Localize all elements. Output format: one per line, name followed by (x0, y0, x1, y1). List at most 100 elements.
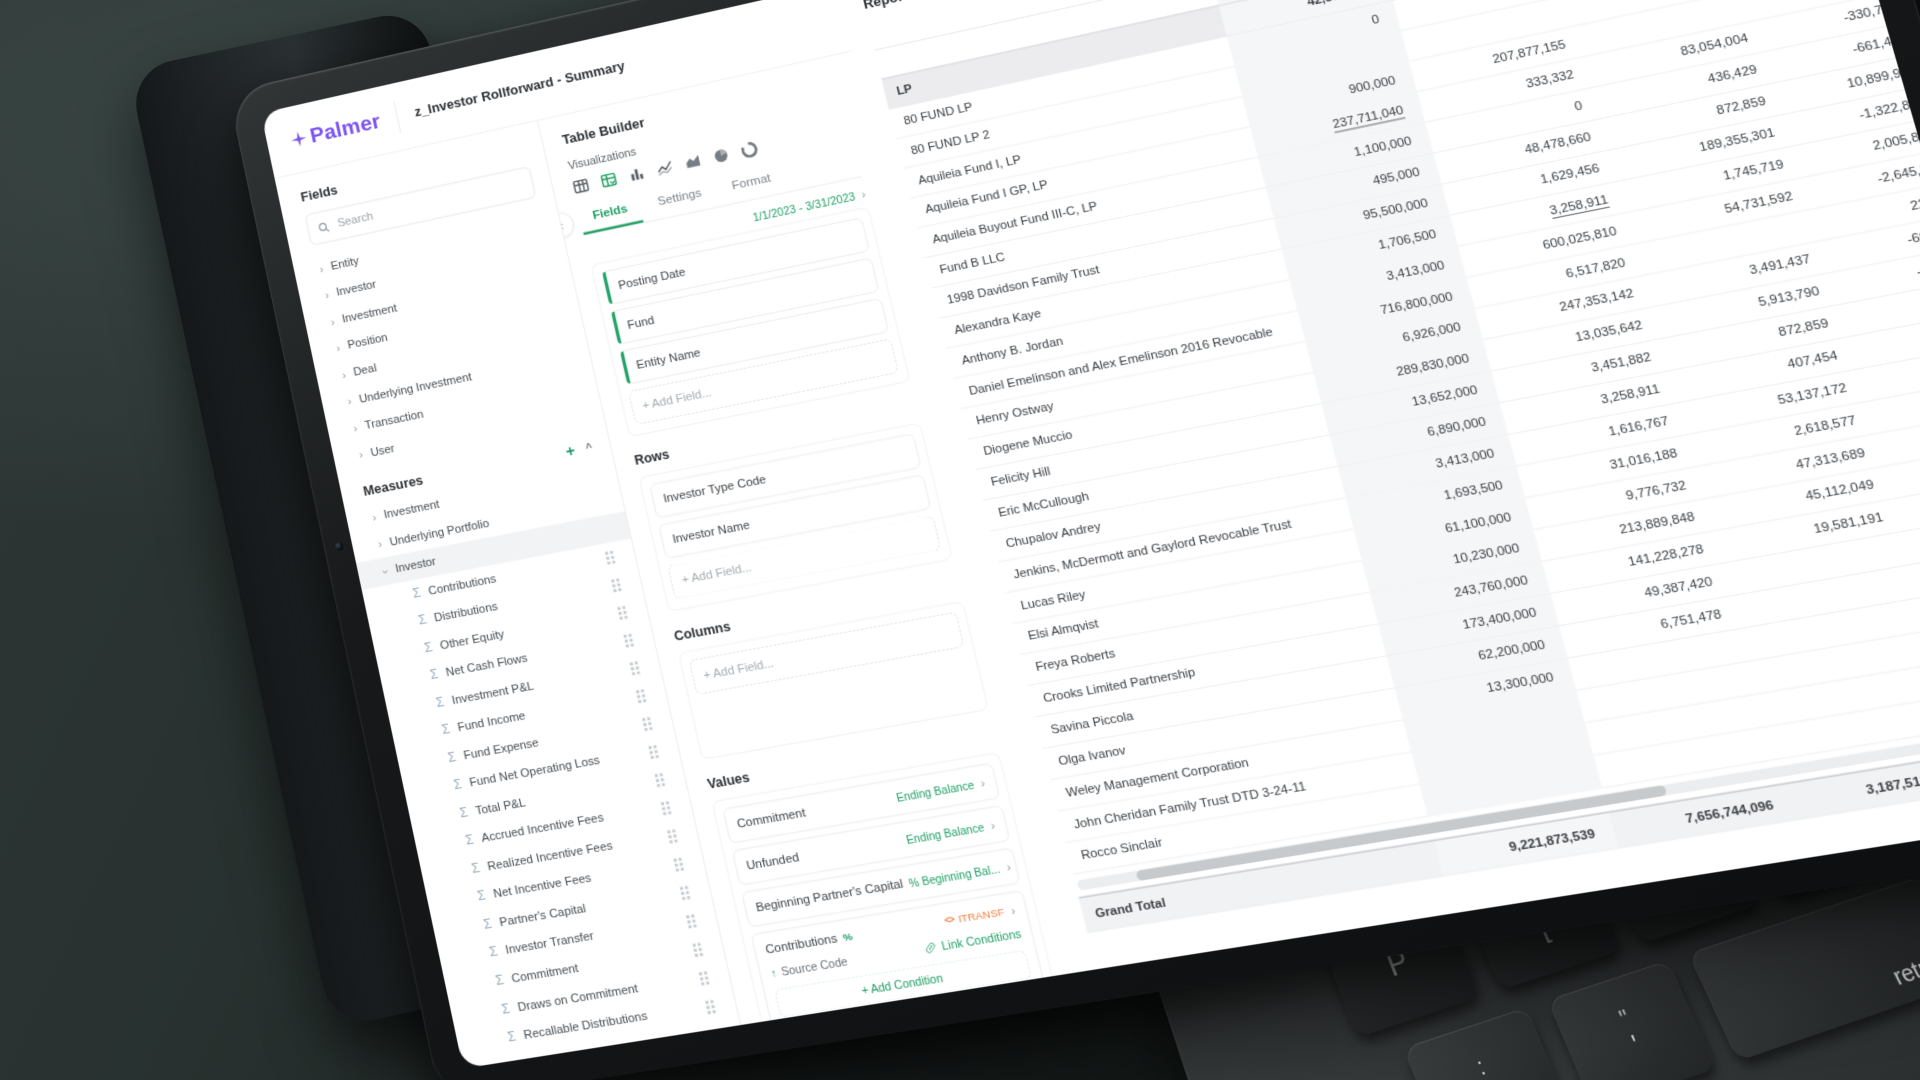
sigma-icon: Σ (429, 667, 440, 683)
logo-text: Palmer (307, 108, 383, 148)
sigma-icon: Σ (506, 1029, 518, 1045)
drag-handle-icon[interactable] (615, 604, 629, 620)
tablet: Palmer z_Investor Rollforward - Summary … (228, 0, 1920, 1080)
sigma-icon: Σ (464, 833, 476, 849)
measure-group-label: Investment (382, 498, 441, 522)
aggregation-label: Ending Balance (895, 777, 976, 804)
sigma-icon: Σ (476, 888, 488, 905)
logo-sparkle-icon (289, 129, 308, 148)
left-region: Palmer z_Investor Rollforward - Summary … (260, 0, 1074, 1069)
link-conditions-label: Link Conditions (940, 927, 1023, 953)
pivot-table-icon[interactable] (599, 171, 618, 190)
donut-chart-icon[interactable] (739, 140, 759, 159)
percent-icon: % (841, 930, 854, 944)
key-[interactable]: " ' (1547, 960, 1717, 1080)
tab-settings[interactable]: Settings (656, 185, 703, 209)
sigma-icon: Σ (452, 777, 464, 793)
drag-handle-icon[interactable] (609, 576, 623, 593)
field-groups-tree: › Entity › Investor › Investment › Position › Dea… (314, 208, 587, 469)
chevron-right-icon: › (340, 367, 348, 382)
drag-handle-icon[interactable] (691, 941, 705, 958)
tab-fields[interactable]: Fields (576, 190, 644, 235)
sidebar-item-label: Investor (335, 278, 378, 300)
tag-label: ITRANSF (956, 905, 1006, 926)
chevron-right-icon: › (346, 394, 353, 409)
values-group: Commitment Ending Balance › Unfunded Ending … (711, 751, 1074, 1026)
sigma-icon: Σ (446, 750, 458, 766)
table-icon[interactable] (571, 177, 590, 196)
chevron-right-icon: › (989, 817, 997, 833)
source-code-link[interactable]: ↑ Source Code (769, 955, 848, 980)
drag-handle-icon[interactable] (678, 884, 692, 901)
sidebar-item-label: User (369, 441, 396, 460)
app-header: Palmer z_Investor Rollforward - Summary (260, 0, 853, 179)
code-icon: <> (943, 914, 956, 927)
chevron-down-icon: › (378, 568, 393, 575)
key-label: return (1888, 946, 1920, 991)
chevron-right-icon: › (978, 775, 987, 791)
aggregation-label: % Beginning Bal... (907, 861, 1002, 890)
drag-handle-icon[interactable] (665, 827, 679, 844)
itransf-tag: <>ITRANSF (943, 905, 1006, 928)
drag-handle-icon[interactable] (653, 771, 667, 788)
key-[interactable]: :; (1403, 1006, 1573, 1080)
sigma-icon: Σ (440, 722, 452, 738)
collapse-measures-icon[interactable]: ^ (584, 441, 594, 455)
sidebar-item-label: Investment (340, 301, 399, 326)
add-measure-icon[interactable]: + (564, 442, 577, 461)
line-chart-icon[interactable] (655, 158, 675, 177)
chevron-right-icon: › (329, 314, 336, 329)
drag-handle-icon[interactable] (659, 799, 673, 816)
chevron-right-icon: › (370, 510, 378, 525)
sigma-icon: Σ (434, 695, 446, 711)
source-code-label: Source Code (779, 954, 849, 979)
aggregation-label: Ending Balance (904, 820, 986, 846)
chevron-right-icon: › (357, 447, 365, 462)
up-arrow-icon: ↑ (769, 966, 778, 980)
value-label: Unfunded (745, 850, 801, 873)
chevron-right-icon: › (351, 421, 359, 436)
front-camera (334, 541, 344, 552)
drag-handle-icon[interactable] (710, 1026, 724, 1043)
key-top-label: : (1473, 1053, 1490, 1080)
sigma-icon: Σ (482, 916, 494, 933)
tab-format[interactable]: Format (730, 170, 773, 193)
link-icon (924, 941, 936, 955)
bar-chart-icon[interactable] (627, 164, 647, 183)
tablet-screen: Palmer z_Investor Rollforward - Summary … (260, 0, 1920, 1069)
value-label: Contributions (764, 931, 839, 958)
measure-group-label: Investor (394, 555, 438, 576)
area-chart-icon[interactable] (683, 152, 703, 171)
sigma-icon: Σ (417, 612, 429, 629)
chevron-right-icon: › (376, 537, 384, 552)
drag-handle-icon[interactable] (703, 998, 717, 1015)
link-conditions-link[interactable]: Link Conditions (923, 927, 1022, 955)
chevron-right-icon: › (323, 288, 331, 303)
drag-handle-icon[interactable] (640, 715, 654, 732)
drag-handle-icon[interactable] (622, 632, 635, 648)
drag-handle-icon[interactable] (646, 743, 660, 760)
drag-handle-icon[interactable] (634, 687, 648, 704)
chevron-right-icon: › (1004, 859, 1013, 875)
pie-chart-icon[interactable] (711, 146, 731, 165)
chevron-right-icon: › (334, 341, 342, 356)
palmer-logo[interactable]: Palmer (286, 109, 382, 153)
sigma-icon: Σ (500, 1001, 512, 1017)
sigma-icon: Σ (512, 1057, 524, 1069)
drag-handle-icon[interactable] (603, 549, 617, 565)
drag-handle-icon[interactable] (684, 912, 698, 929)
value-cards: Commitment Ending Balance › Unfunded Ending … (722, 762, 1071, 1026)
sigma-icon: Σ (458, 805, 470, 821)
chevron-right-icon: › (1009, 902, 1018, 918)
sidebar-item-label: Entity (329, 254, 361, 273)
header-divider (393, 100, 402, 133)
sigma-icon: Σ (423, 640, 434, 656)
app-window: Palmer z_Investor Rollforward - Summary … (260, 0, 1920, 1069)
sidebar-item-label: Deal (352, 361, 378, 380)
value-label: Beginning Partner's Capital (754, 877, 905, 915)
drag-handle-icon[interactable] (697, 969, 711, 986)
drag-handle-icon[interactable] (628, 659, 642, 676)
drag-handle-icon[interactable] (672, 855, 686, 872)
key-bottom-label: ' (1627, 1029, 1646, 1063)
